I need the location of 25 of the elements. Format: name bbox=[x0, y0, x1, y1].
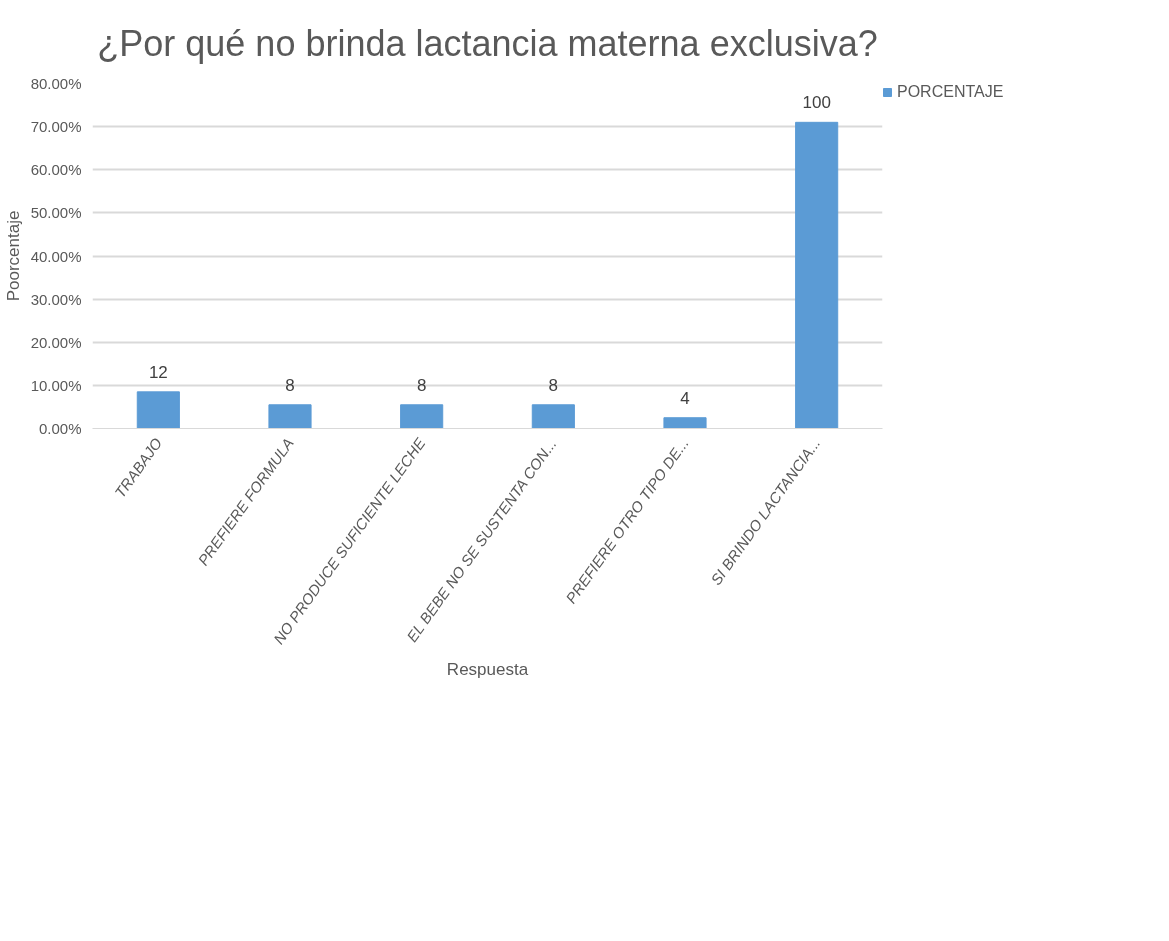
bar bbox=[531, 404, 575, 429]
annotation: 12 bbox=[148, 362, 168, 382]
bar bbox=[136, 391, 180, 429]
annotation: 8 bbox=[416, 375, 427, 395]
y-tick-label: 20.00% bbox=[30, 333, 82, 351]
y-tick-label: 60.00% bbox=[30, 161, 82, 179]
bar bbox=[663, 417, 707, 429]
bar bbox=[400, 404, 444, 429]
y-tick-label: 30.00% bbox=[30, 290, 82, 308]
y-axis-title: Poorcentaje bbox=[3, 210, 23, 302]
annotation: 8 bbox=[548, 375, 559, 395]
y-tick-label: 80.00% bbox=[30, 75, 82, 92]
y-tick-label: 0.00% bbox=[38, 420, 82, 437]
annotation: 8 bbox=[285, 375, 295, 395]
annotation: 4 bbox=[680, 388, 690, 408]
bar bbox=[268, 404, 312, 429]
bar bbox=[795, 121, 839, 429]
chart-title: ¿Por qué no brinda lactancia materna exclusiva? bbox=[97, 22, 878, 64]
y-tick-label: 10.00% bbox=[30, 376, 82, 394]
legend-label: PORCENTAJE bbox=[897, 83, 1004, 101]
y-tick-label: 50.00% bbox=[30, 204, 82, 222]
y-tick-label: 40.00% bbox=[30, 247, 82, 265]
y-tick-label: 70.00% bbox=[30, 118, 82, 136]
annotation: 100 bbox=[802, 93, 831, 113]
x-axis-title: Respuesta bbox=[446, 660, 529, 680]
